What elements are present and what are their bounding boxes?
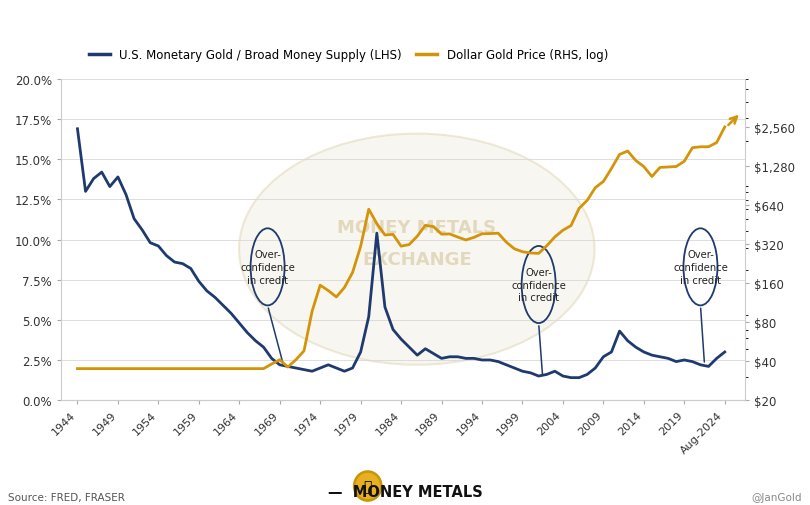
- Text: Over-
confidence
in credit: Over- confidence in credit: [673, 249, 728, 285]
- Text: 🔥: 🔥: [364, 479, 372, 493]
- Ellipse shape: [239, 134, 595, 365]
- Circle shape: [356, 474, 379, 498]
- Text: —  MONEY METALS: — MONEY METALS: [327, 484, 483, 499]
- Text: Over-
confidence
in credit: Over- confidence in credit: [511, 267, 566, 302]
- Circle shape: [354, 471, 382, 501]
- Text: Source: FRED, FRASER: Source: FRED, FRASER: [8, 492, 125, 502]
- Text: @JanGold: @JanGold: [752, 492, 802, 502]
- Text: MONEY METALS: MONEY METALS: [337, 218, 497, 236]
- Text: EXCHANGE: EXCHANGE: [362, 250, 471, 268]
- Legend: U.S. Monetary Gold / Broad Money Supply (LHS), Dollar Gold Price (RHS, log): U.S. Monetary Gold / Broad Money Supply …: [84, 44, 613, 67]
- Text: Over-
confidence
in credit: Over- confidence in credit: [240, 249, 295, 285]
